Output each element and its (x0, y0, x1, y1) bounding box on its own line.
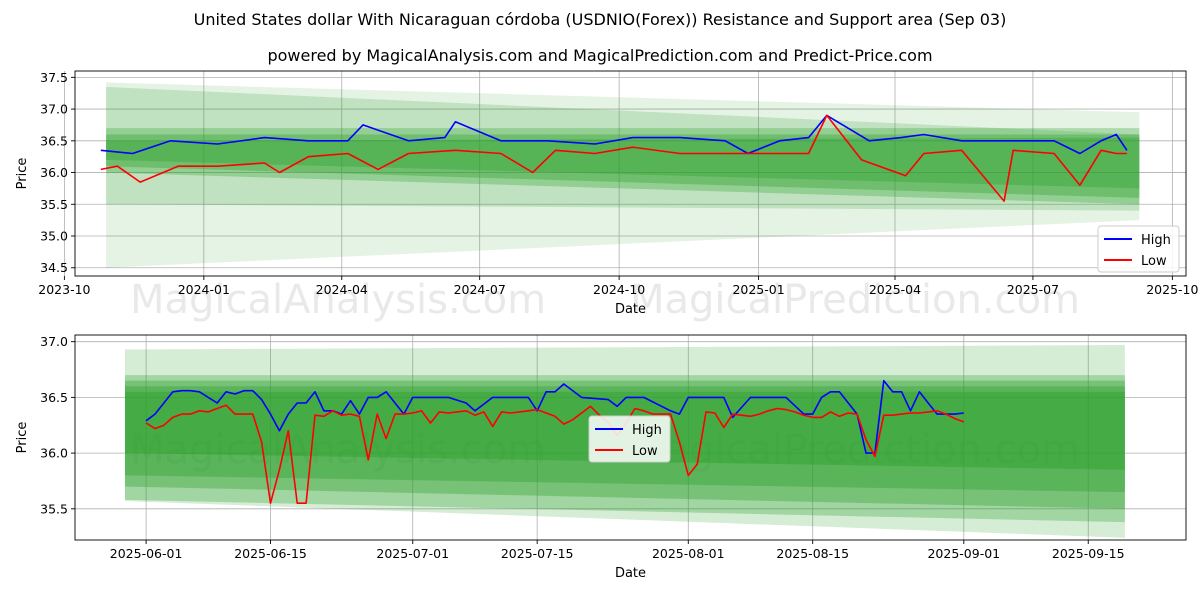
band-area (106, 128, 1140, 205)
y-axis-label: Price (15, 158, 30, 190)
x-tick-label: 2024-01 (178, 282, 230, 297)
x-tick-label: 2025-06-15 (234, 546, 307, 561)
x-tick-label: 2025-09-15 (1052, 546, 1125, 561)
x-tick-label: 2025-07-01 (376, 546, 449, 561)
x-tick-label: 2025-07-15 (501, 546, 574, 561)
legend-label-low: Low (632, 444, 658, 459)
y-tick-label: 36.5 (40, 133, 68, 148)
x-axis-label: Date (615, 302, 646, 317)
x-tick-label: 2024-04 (316, 282, 368, 297)
y-tick-label: 36.0 (40, 165, 68, 180)
chart-panel-2: 2025-06-01 2025-06-15 2025-07-01 2025-07-15… (15, 334, 1187, 581)
legend-label-high: High (1141, 233, 1171, 248)
chart-panel-1: 2023-10 2024-01 2024-04 2024-07 2024-10 2025-… (15, 70, 1199, 317)
legend-label-high: High (632, 423, 662, 438)
x-tick-label: 2025-01 (732, 282, 784, 297)
chart-subtitle: powered by MagicalAnalysis.com and Magic… (267, 46, 933, 65)
x-tick-label: 2023-10 (38, 282, 90, 297)
y-tick-label: 36.0 (40, 446, 68, 461)
legend: High Low (588, 415, 671, 463)
watermark-text: MagicalPrediction.com (630, 427, 1080, 473)
series-line-low (100, 114, 1127, 202)
x-tick-label: 2024-07 (454, 282, 506, 297)
y-tick-label: 35.5 (40, 197, 68, 212)
plot-frame (74, 70, 1187, 277)
y-tick-label: 36.5 (40, 390, 68, 405)
y-tick-label: 37.0 (40, 102, 68, 117)
y-tick-label: 37.5 (40, 70, 68, 85)
band-area (106, 82, 1140, 268)
y-tick-label: 35.0 (40, 229, 68, 244)
series-line-high (100, 114, 1128, 155)
x-axis-label: Date (615, 566, 646, 581)
x-tick-label: 2025-07 (1007, 282, 1059, 297)
x-tick-label: 2025-10 (1146, 282, 1198, 297)
watermark-text: MagicalAnalysis.com (130, 277, 546, 323)
y-tick-label: 34.5 (40, 260, 68, 275)
x-tick-label: 2025-09-01 (927, 546, 1000, 561)
support-resistance-bands (106, 82, 1140, 268)
x-tick-label: 2024-10 (593, 282, 645, 297)
legend: High Low (1097, 225, 1180, 273)
x-tick-label: 2025-08-15 (776, 546, 849, 561)
legend-label-low: Low (1141, 254, 1167, 269)
watermark-text: MagicalPrediction.com (630, 277, 1080, 323)
series-line-high (145, 379, 964, 454)
x-tick-label: 2025-06-01 (110, 546, 183, 561)
plot-frame (74, 334, 1187, 541)
chart-title: United States dollar With Nicaraguan cór… (193, 10, 1007, 29)
x-tick-label: 2025-04 (869, 282, 921, 297)
y-axis-label: Price (15, 422, 30, 454)
series-line-low (145, 404, 965, 505)
y-tick-label: 35.5 (40, 501, 68, 516)
series-group (100, 114, 1128, 202)
x-tick-label: 2025-08-01 (652, 546, 725, 561)
band-area (106, 137, 1140, 189)
watermark-text: MagicalAnalysis.com (130, 427, 546, 473)
y-tick-label: 37.0 (40, 334, 68, 349)
band-area (106, 134, 1140, 198)
series-group (145, 379, 965, 505)
